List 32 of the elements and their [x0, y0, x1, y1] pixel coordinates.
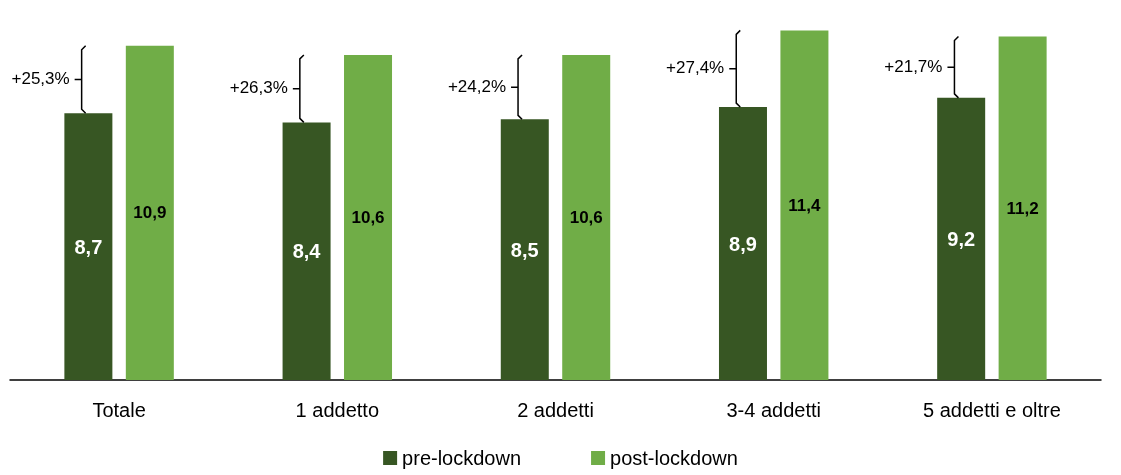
- data-label: 11,2: [1006, 198, 1039, 218]
- bar: [282, 122, 331, 380]
- legend-label: pre-lockdown: [402, 447, 522, 469]
- annotation: +21,7%: [884, 56, 943, 76]
- x-tick-label: 3-4 addetti: [726, 399, 821, 421]
- x-tick-label: Totale: [92, 399, 146, 421]
- bar: [562, 54, 611, 380]
- bar: [344, 54, 393, 380]
- bar: [937, 97, 986, 380]
- data-label: 8,4: [292, 240, 322, 263]
- legend-label: post-lockdown: [610, 447, 738, 469]
- data-label: 11,4: [788, 195, 822, 215]
- annotation: +24,2%: [447, 76, 507, 96]
- bar: [125, 45, 174, 380]
- bar: [998, 36, 1047, 380]
- data-label: 10,9: [133, 203, 167, 223]
- annotation: +25,3%: [11, 68, 70, 88]
- annotation: +27,4%: [666, 58, 725, 78]
- bar: [500, 119, 549, 380]
- bar: [780, 30, 829, 380]
- data-label: 10,6: [569, 207, 603, 227]
- bar: [64, 113, 113, 380]
- data-label: 8,7: [74, 235, 103, 258]
- x-tick-label: 2 addetti: [517, 399, 594, 421]
- data-label: 8,5: [510, 238, 539, 261]
- data-label: 10,6: [351, 207, 385, 227]
- bar: [718, 107, 767, 380]
- x-tick-label: 1 addetto: [295, 399, 380, 421]
- annotation: +26,3%: [229, 78, 288, 98]
- x-tick-label: 5 addetti e oltre: [922, 399, 1061, 421]
- data-label: 8,9: [729, 232, 757, 255]
- data-label: 9,2: [947, 227, 976, 250]
